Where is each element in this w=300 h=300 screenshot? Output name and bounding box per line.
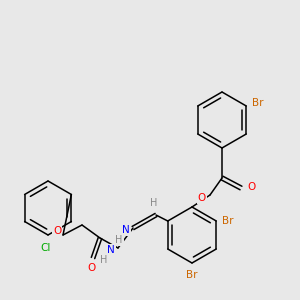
Text: Cl: Cl — [41, 243, 51, 253]
Text: H: H — [150, 198, 158, 208]
Text: O: O — [198, 193, 206, 203]
Text: Br: Br — [253, 98, 264, 108]
Text: O: O — [87, 263, 95, 273]
Text: Br: Br — [186, 270, 198, 280]
Text: O: O — [53, 226, 61, 236]
Text: Br: Br — [223, 216, 234, 226]
Text: H: H — [100, 255, 108, 265]
Text: O: O — [247, 182, 255, 192]
Text: N: N — [107, 245, 115, 255]
Text: N: N — [122, 225, 130, 235]
Text: H: H — [115, 235, 123, 245]
